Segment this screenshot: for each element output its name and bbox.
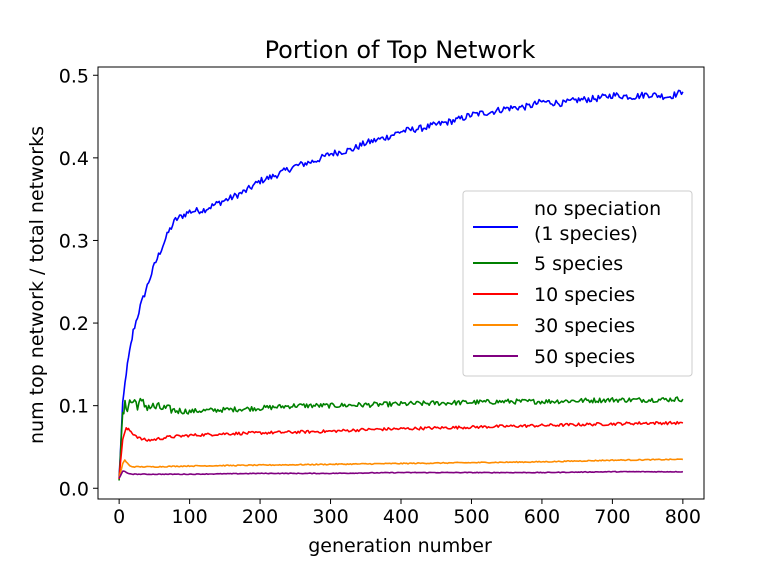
- y-tick-label: 0.0: [59, 478, 89, 500]
- legend-box: [462, 190, 693, 377]
- x-tick-label: 400: [383, 506, 419, 528]
- x-tick-label: 200: [242, 506, 278, 528]
- y-tick-label: 0.4: [59, 148, 89, 170]
- x-axis-label: generation number: [308, 535, 492, 557]
- y-tick-label: 0.3: [59, 230, 89, 252]
- series-layer: [118, 89, 684, 481]
- legend-label-1: 5 species: [534, 253, 623, 275]
- plot-frame: [97, 66, 705, 500]
- legend-label-2: 10 species: [534, 284, 635, 306]
- chart-title: Portion of Top Network: [265, 36, 536, 64]
- x-tick-label: 0: [113, 506, 125, 528]
- x-tick-label: 700: [594, 506, 630, 528]
- x-tick-label: 100: [171, 506, 207, 528]
- y-tick-label: 0.5: [59, 65, 89, 87]
- y-tick-label: 0.2: [59, 313, 89, 335]
- x-tick-label: 600: [524, 506, 560, 528]
- axes-layer: 0 100 200 300 400 500 600 700 800 0.0 0.1 0.2 0.3 0.4…: [59, 65, 701, 528]
- legend: no speciation (1 species) 5 species 10 spec…: [462, 190, 693, 377]
- series-line-1: [118, 396, 684, 481]
- series-line-3: [118, 458, 684, 479]
- y-axis-label: num top network / total networks: [26, 126, 48, 444]
- series-line-4: [118, 470, 684, 479]
- legend-label-3: 30 species: [534, 315, 635, 337]
- x-tick-label: 800: [665, 506, 701, 528]
- x-tick-label: 300: [312, 506, 348, 528]
- legend-label-0: no speciation: [534, 198, 661, 220]
- series-line-0: [118, 89, 684, 478]
- x-tick-label: 500: [453, 506, 489, 528]
- series-line-2: [118, 420, 684, 480]
- legend-label-4: 50 species: [534, 346, 635, 368]
- y-tick-label: 0.1: [59, 396, 89, 418]
- legend-label-0: (1 species): [534, 223, 638, 245]
